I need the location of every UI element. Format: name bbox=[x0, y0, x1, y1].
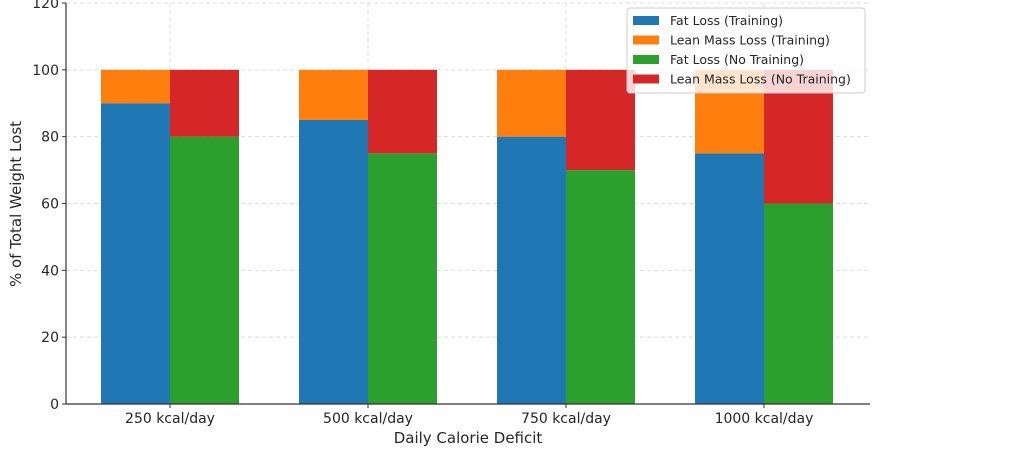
legend-label: Fat Loss (Training) bbox=[670, 13, 783, 28]
legend-swatch bbox=[633, 35, 659, 45]
y-tick-label: 60 bbox=[41, 197, 59, 213]
legend-label: Lean Mass Loss (No Training) bbox=[670, 72, 851, 87]
bar bbox=[368, 153, 437, 404]
bar bbox=[497, 69, 566, 137]
bar bbox=[497, 136, 566, 404]
bar bbox=[368, 69, 437, 154]
y-tick-label: 0 bbox=[50, 397, 59, 413]
bar bbox=[101, 103, 170, 404]
y-tick-label: 120 bbox=[32, 0, 59, 12]
bar bbox=[299, 119, 368, 404]
x-tick-label: 500 kcal/day bbox=[323, 411, 413, 427]
legend-box bbox=[626, 7, 866, 94]
y-tick-label: 80 bbox=[41, 130, 59, 146]
y-tick-label: 20 bbox=[41, 330, 59, 346]
y-tick-label: 100 bbox=[32, 63, 59, 79]
x-axis-label: Daily Calorie Deficit bbox=[394, 429, 543, 447]
legend-label: Lean Mass Loss (Training) bbox=[670, 33, 830, 48]
bar bbox=[566, 170, 635, 404]
x-tick-label: 750 kcal/day bbox=[521, 411, 611, 427]
bars bbox=[101, 69, 833, 404]
x-tick-label: 250 kcal/day bbox=[125, 411, 215, 427]
bar bbox=[764, 203, 833, 404]
legend-swatch bbox=[633, 74, 659, 84]
bar bbox=[170, 69, 239, 137]
y-axis-label: % of Total Weight Lost bbox=[7, 121, 25, 287]
bar bbox=[170, 136, 239, 404]
x-tick-label: 1000 kcal/day bbox=[715, 411, 814, 427]
bar bbox=[566, 69, 635, 171]
y-tick-label: 40 bbox=[41, 263, 59, 279]
legend-swatch bbox=[633, 55, 659, 64]
axes: 0 20 40 60 80 100 120 250 kcal/day 500 kcal/day 7… bbox=[32, 0, 870, 427]
legend: Fat Loss (Training) Lean Mass Loss (Train… bbox=[626, 7, 866, 94]
bar bbox=[101, 69, 170, 104]
bar bbox=[695, 153, 764, 404]
legend-swatch bbox=[633, 16, 659, 25]
bar bbox=[299, 69, 368, 120]
legend-label: Fat Loss (No Training) bbox=[670, 52, 804, 67]
